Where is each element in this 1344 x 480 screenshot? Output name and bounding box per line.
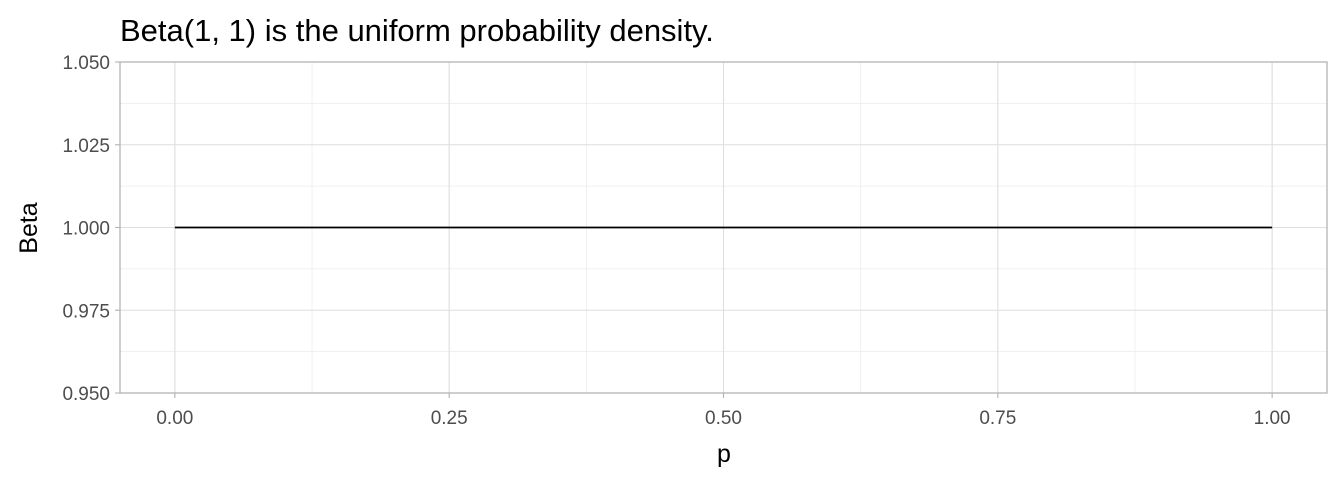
x-tick-label: 0.25 [431, 408, 468, 429]
y-tick-label: 1.025 [62, 136, 110, 157]
x-tick-label: 0.00 [156, 408, 193, 429]
x-axis-title: p [717, 440, 731, 468]
axis-ticks: 0.00 0.25 0.50 0.75 1.00 0.950 0.975 1.000 1.025… [62, 53, 1290, 429]
y-tick-label: 1.000 [62, 219, 110, 240]
chart-title: Beta(1, 1) is the uniform probability de… [120, 13, 714, 48]
x-tick-label: 0.50 [705, 408, 742, 429]
y-tick-label: 0.975 [62, 301, 110, 322]
x-tick-label: 0.75 [979, 408, 1016, 429]
y-tick-label: 1.050 [62, 53, 110, 74]
x-tick-label: 1.00 [1254, 408, 1291, 429]
y-axis-title: Beta [15, 202, 43, 254]
y-tick-label: 0.950 [62, 384, 110, 405]
